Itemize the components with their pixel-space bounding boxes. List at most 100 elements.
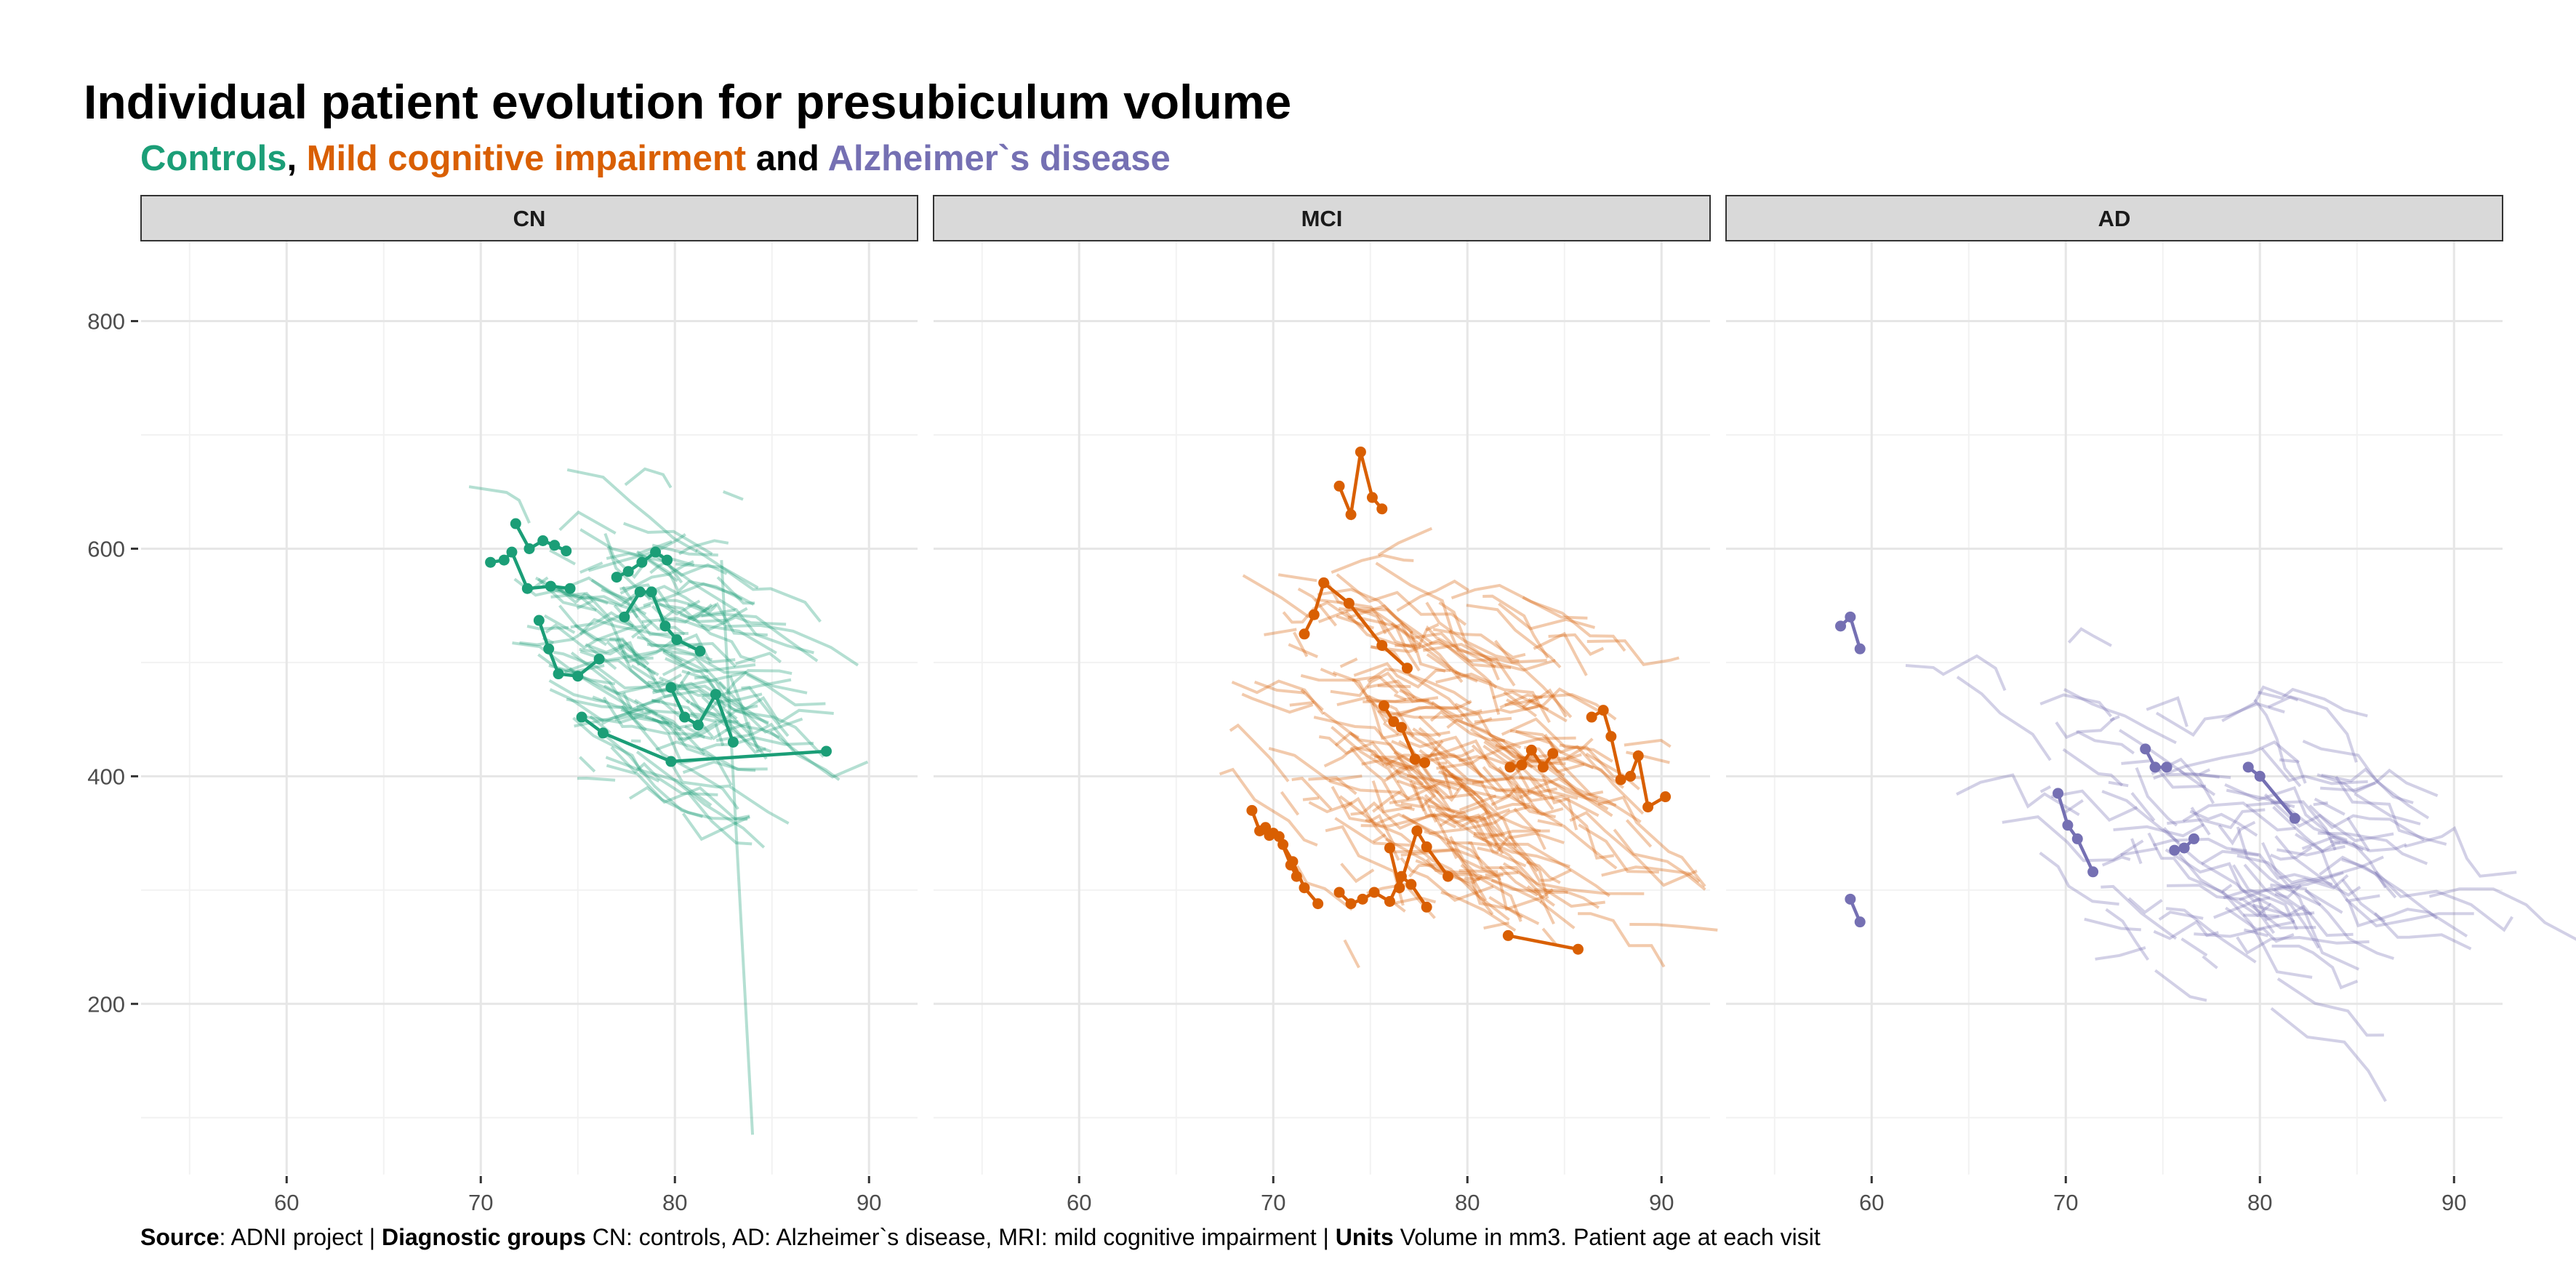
background-trajectory xyxy=(1349,746,1415,812)
background-trajectory xyxy=(543,614,576,634)
background-trajectory xyxy=(2162,826,2271,903)
background-trajectory xyxy=(1308,801,1353,814)
trajectory-point xyxy=(537,535,549,546)
background-trajectory xyxy=(2220,889,2313,979)
background-trajectory xyxy=(2223,871,2344,900)
background-trajectory xyxy=(2051,789,2138,823)
background-trajectory xyxy=(605,756,713,807)
background-trajectory xyxy=(1367,679,1429,703)
background-trajectory xyxy=(1526,885,1555,907)
highlighted-trajectory xyxy=(580,716,827,764)
background-trajectory xyxy=(1446,718,1533,769)
background-trajectory xyxy=(2095,945,2146,961)
background-trajectory xyxy=(1336,573,1467,626)
background-trajectory xyxy=(574,706,706,756)
background-trajectory xyxy=(2270,1007,2387,1103)
trajectory-point xyxy=(662,554,673,566)
trajectory-point xyxy=(498,554,510,566)
background-trajectory xyxy=(662,650,756,673)
trajectory-point xyxy=(665,756,677,767)
background-trajectory xyxy=(1356,615,1421,649)
background-trajectory xyxy=(1435,807,1498,846)
background-trajectory xyxy=(1426,652,1551,724)
highlighted-trajectory xyxy=(2056,793,2095,873)
background-trajectory xyxy=(1425,858,1540,925)
background-trajectory xyxy=(1494,842,1610,897)
background-trajectory xyxy=(2347,901,2468,937)
trajectory-point xyxy=(597,727,609,739)
background-trajectory xyxy=(1482,594,1549,659)
trajectory-point xyxy=(1547,748,1559,759)
background-trajectory xyxy=(2316,773,2376,794)
background-trajectory xyxy=(2101,790,2180,844)
background-trajectory xyxy=(620,708,713,740)
background-trajectory xyxy=(1363,696,1415,703)
background-trajectory xyxy=(513,576,647,616)
trajectory-point xyxy=(2071,833,2083,844)
background-trajectory xyxy=(1331,553,1414,574)
background-trajectory xyxy=(662,649,808,695)
background-trajectory xyxy=(769,730,869,779)
background-trajectory xyxy=(558,588,659,676)
background-trajectory xyxy=(1460,863,1481,881)
background-trajectory xyxy=(746,673,826,707)
background-trajectory xyxy=(1516,787,1558,794)
background-trajectory xyxy=(1541,775,1578,831)
background-trajectory xyxy=(1498,865,1538,897)
background-trajectory xyxy=(1336,695,1472,724)
background-trajectory xyxy=(2330,840,2340,844)
background-trajectory xyxy=(2354,792,2421,825)
background-trajectory xyxy=(1412,727,1485,785)
background-trajectory xyxy=(658,603,756,663)
subtitle-controls: Controls xyxy=(140,139,287,178)
background-trajectory xyxy=(585,643,625,655)
trajectory-point xyxy=(543,643,555,655)
background-trajectory xyxy=(673,720,725,746)
background-trajectory xyxy=(636,698,681,718)
background-trajectory xyxy=(1339,795,1480,860)
background-trajectory xyxy=(2130,792,2156,822)
background-trajectory xyxy=(1448,815,1605,908)
background-trajectory xyxy=(603,532,679,583)
background-trajectory xyxy=(1425,623,1440,632)
trajectory-point xyxy=(2149,761,2161,773)
background-trajectory xyxy=(2270,846,2313,861)
background-trajectory xyxy=(592,695,644,713)
background-trajectory xyxy=(729,675,753,736)
background-trajectory xyxy=(1429,710,1505,743)
background-trajectory xyxy=(2063,799,2084,814)
background-trajectory xyxy=(1320,668,1337,678)
background-trajectory xyxy=(1629,923,1718,932)
trajectory-point xyxy=(1405,879,1417,890)
trajectory-point xyxy=(1395,721,1407,733)
background-trajectory xyxy=(651,532,686,555)
trajectory-point xyxy=(576,711,587,723)
background-trajectory xyxy=(2155,702,2285,737)
trajectory-point xyxy=(1421,841,1432,852)
background-trajectory xyxy=(741,685,825,759)
background-trajectory xyxy=(1242,574,1319,620)
background-trajectory xyxy=(701,612,819,663)
trajectory-point xyxy=(821,745,832,757)
facet-strip-ad xyxy=(1725,195,2503,241)
background-trajectory xyxy=(1438,770,1464,783)
trajectory-point xyxy=(659,620,671,632)
x-tick-label-cn-2: 80 xyxy=(662,1190,687,1215)
background-trajectory xyxy=(550,591,634,628)
background-trajectory xyxy=(2062,748,2124,787)
background-trajectory xyxy=(2084,917,2141,932)
background-trajectory xyxy=(1371,780,1413,814)
background-trajectory xyxy=(1371,639,1516,687)
background-trajectory xyxy=(1375,561,1453,632)
background-trajectory xyxy=(1436,736,1576,770)
trajectory-point xyxy=(2140,743,2151,755)
background-trajectory xyxy=(2067,627,2112,647)
background-trajectory xyxy=(2272,806,2348,853)
background-trajectory xyxy=(2221,685,2299,722)
background-trajectory xyxy=(687,608,814,655)
trajectory-point xyxy=(1586,711,1597,723)
trajectory-point xyxy=(1366,492,1378,503)
facet-strip-cn xyxy=(140,195,918,241)
background-trajectory xyxy=(2321,767,2414,804)
trajectory-point xyxy=(485,556,497,568)
